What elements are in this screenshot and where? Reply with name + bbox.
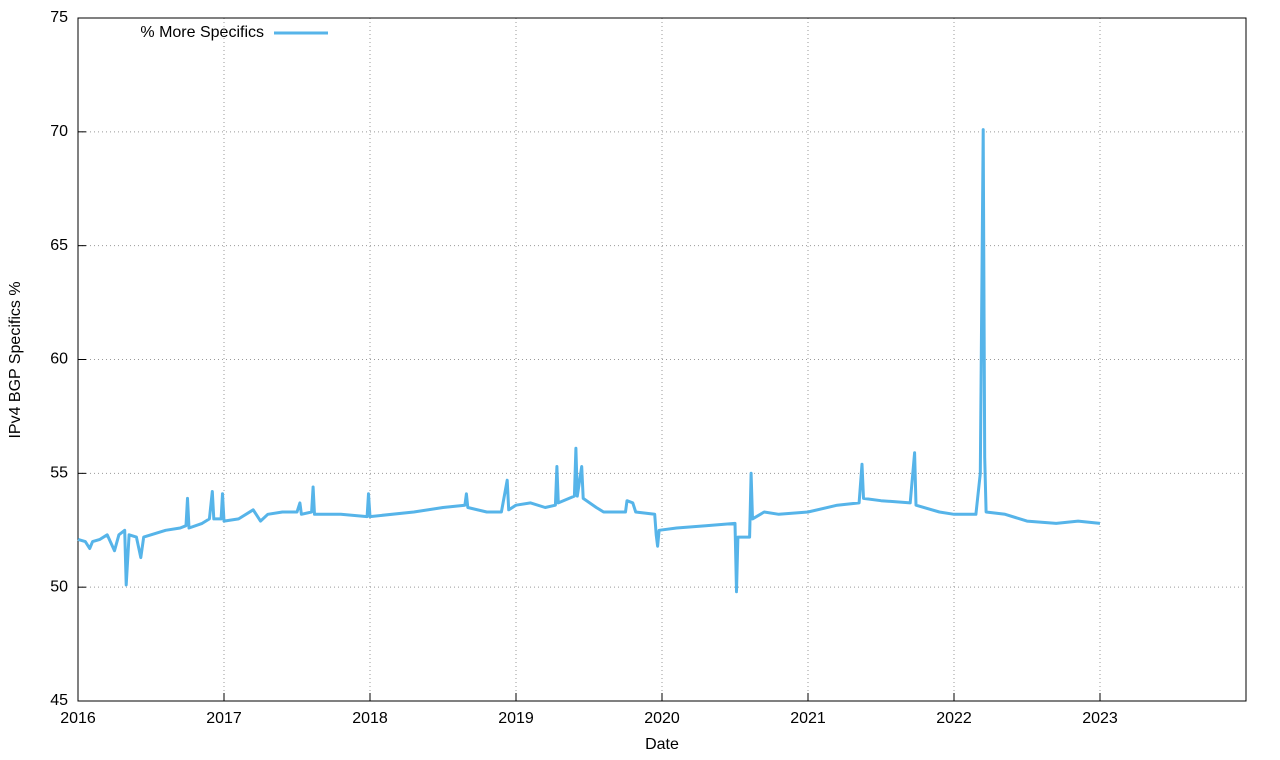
plot-frame xyxy=(77,17,1247,702)
y-tick-label: 60 xyxy=(50,351,68,368)
x-tick-label: 2018 xyxy=(352,710,388,727)
y-tick-label: 50 xyxy=(50,578,68,595)
x-tick-label: 2021 xyxy=(790,710,826,727)
y-tick-label: 75 xyxy=(50,9,68,26)
y-tick-label: 45 xyxy=(50,692,68,709)
x-tick-label: 2016 xyxy=(60,710,96,727)
y-axis-label: IPv4 BGP Specifics % xyxy=(7,281,24,438)
y-tick-label: 70 xyxy=(50,123,68,140)
y-tick-label: 55 xyxy=(50,465,68,482)
x-tick-label: 2019 xyxy=(498,710,534,727)
y-tick-label: 65 xyxy=(50,237,68,254)
x-tick-label: 2023 xyxy=(1082,710,1118,727)
data-line xyxy=(77,128,1101,594)
x-tick-label: 2017 xyxy=(206,710,242,727)
x-tick-label: 2022 xyxy=(936,710,972,727)
x-tick-label: 2020 xyxy=(644,710,680,727)
legend-label: % More Specifics xyxy=(140,24,264,41)
x-axis-label: Date xyxy=(645,736,679,753)
